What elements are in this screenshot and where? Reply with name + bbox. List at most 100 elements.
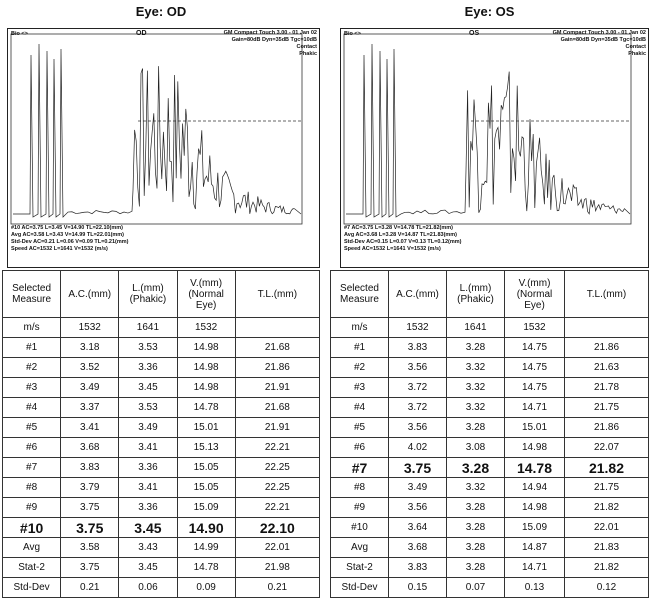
table-cell: 15.01 [505,418,565,438]
table-cell: 3.45 [119,518,177,538]
table-cell: 21.83 [565,538,649,558]
table-cell: 3.75 [61,518,119,538]
table-cell: #4 [3,398,61,418]
table-row: m/s153216411532 [331,318,649,338]
table-cell: 1641 [447,318,505,338]
table-row: #13.833.2814.7521.86 [331,338,649,358]
table-cell: Avg [331,538,389,558]
table-cell: 21.63 [565,358,649,378]
header-cell: Selected Measure [3,271,61,318]
table-cell: 3.28 [447,338,505,358]
table-cell: 14.99 [177,538,235,558]
header-cell: L.(mm) (Phakic) [447,271,505,318]
table-cell: 14.71 [505,398,565,418]
readout-line: #7 AC=3.75 L=3.28 V=14.78 TL=21.82(mm) [344,225,462,232]
table-cell: 14.71 [505,558,565,578]
table-cell: 3.83 [389,338,447,358]
table-cell: #3 [3,378,61,398]
table-cell: Avg [3,538,61,558]
table-cell: 14.94 [505,478,565,498]
table-cell: 3.75 [61,558,119,578]
table-cell: 3.56 [389,358,447,378]
readout-line: Avg AC=3.68 L=3.28 V=14.87 TL=21.83(mm) [344,232,462,239]
table-cell: 22.25 [235,478,319,498]
table-cell: 0.15 [389,578,447,598]
table-cell: 3.36 [119,498,177,518]
table-cell: 14.87 [505,538,565,558]
device-device: GM Compact Touch 3.00 - 01 Jan 02 [224,30,317,37]
table-cell: 21.98 [235,558,319,578]
table-cell: 3.68 [389,538,447,558]
table-cell: #5 [3,418,61,438]
readouts: #10 AC=3.75 L=3.45 V=14.90 TL=22.10(mm)A… [11,225,129,253]
table-cell: 3.49 [119,418,177,438]
table-cell: 14.78 [177,558,235,578]
table-cell: 0.09 [177,578,235,598]
table-cell: 1532 [389,318,447,338]
table-cell: 3.75 [61,498,119,518]
device-lens: Phakic [553,51,646,58]
table-cell: 14.75 [505,378,565,398]
table-cell: 22.07 [565,438,649,458]
table-cell: 3.58 [61,538,119,558]
table-cell: 3.56 [389,418,447,438]
header-cell: T.L.(mm) [565,271,649,318]
table-cell: 3.68 [61,438,119,458]
header-cell: V.(mm) (Normal Eye) [177,271,235,318]
table-cell: 3.52 [61,358,119,378]
table-cell: 22.01 [235,538,319,558]
header-cell: Selected Measure [331,271,389,318]
table-cell: 3.41 [61,418,119,438]
table-cell: 21.75 [565,398,649,418]
table-cell: 3.37 [61,398,119,418]
table-cell: 3.32 [447,398,505,418]
table-cell: 3.28 [447,418,505,438]
table-cell: 3.32 [447,378,505,398]
table-cell: 3.45 [119,558,177,578]
table-cell: 3.83 [61,458,119,478]
table-cell: 21.86 [565,418,649,438]
table-row: #83.793.4115.0522.25 [3,478,320,498]
table-cell: 3.18 [61,338,119,358]
table-cell: 22.25 [235,458,319,478]
table-cell: #9 [331,498,389,518]
table-row: #23.563.3214.7521.63 [331,358,649,378]
table-cell: Std-Dev [331,578,389,598]
table-cell: 15.05 [177,478,235,498]
table-cell: 3.53 [119,338,177,358]
table-cell: #7 [331,458,389,478]
table-cell: 1532 [61,318,119,338]
table-cell: 0.06 [119,578,177,598]
device-device: GM Compact Touch 3.00 - 01 Jan 02 [553,30,646,37]
table-cell: 21.91 [235,418,319,438]
readouts: #7 AC=3.75 L=3.28 V=14.78 TL=21.82(mm)Av… [344,225,462,253]
table-cell: 14.98 [505,498,565,518]
table-cell: 3.28 [447,518,505,538]
table-cell: #8 [331,478,389,498]
table-cell: 21.91 [235,378,319,398]
eye-label: OD [136,30,147,37]
table-cell: Stat-2 [331,558,389,578]
table-cell: 3.28 [447,458,505,478]
table-cell: #7 [3,458,61,478]
table-cell: 3.45 [119,378,177,398]
table-cell: 21.82 [565,498,649,518]
table-cell: 3.28 [447,498,505,518]
table-cell: 3.72 [389,378,447,398]
readout-line: #10 AC=3.75 L=3.45 V=14.90 TL=22.10(mm) [11,225,129,232]
table-cell: 3.49 [61,378,119,398]
table-cell: 21.68 [235,338,319,358]
table-cell: m/s [3,318,61,338]
table-cell: #1 [3,338,61,358]
table-cell [235,318,319,338]
device-mode: Contact [224,44,317,51]
eye-title: Eye: OS [330,4,649,19]
eye-label: OS [469,30,479,37]
